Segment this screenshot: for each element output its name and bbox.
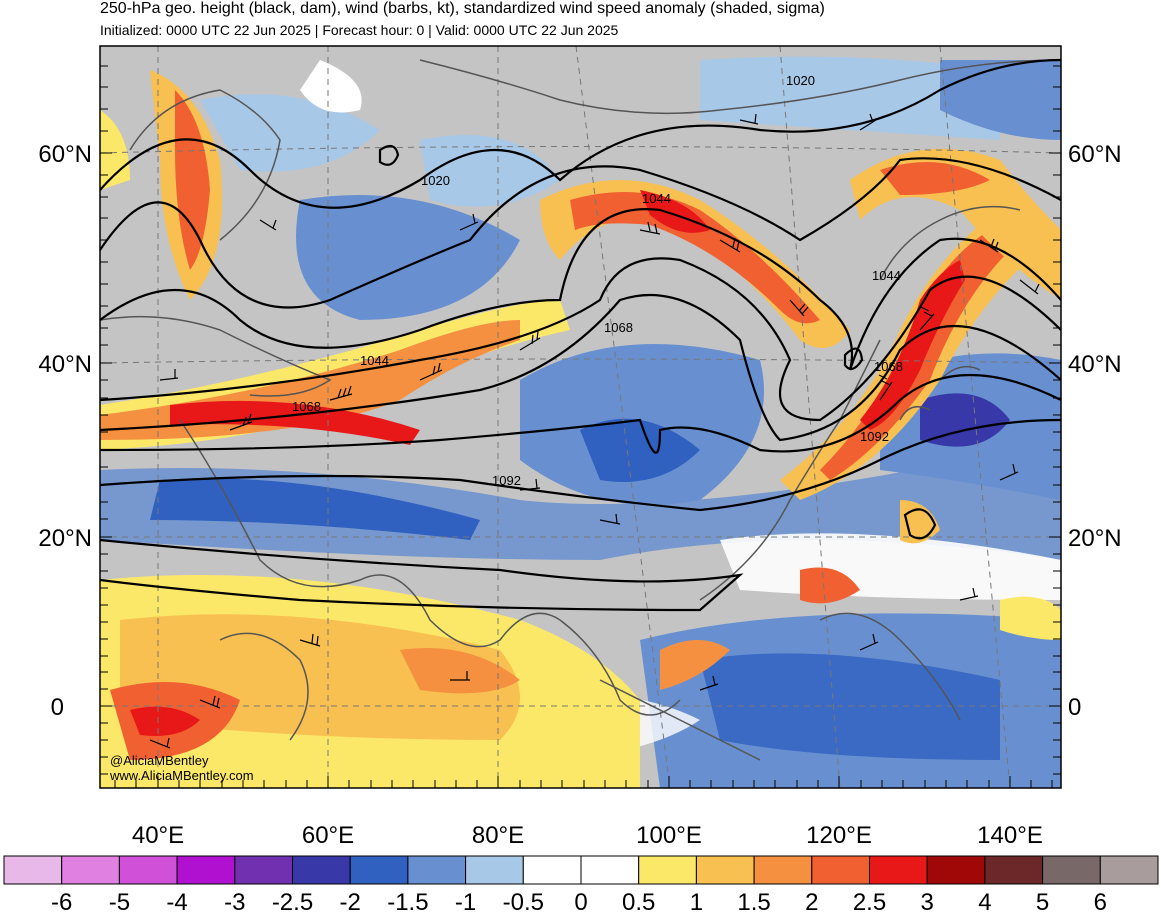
colorbar-tick-label: 2	[805, 889, 818, 913]
colorbar-tick-label: -5	[109, 889, 130, 913]
lon-ticks	[114, 776, 1053, 788]
map-subtitle: Initialized: 0000 UTC 22 Jun 2025 | Fore…	[100, 22, 619, 38]
colorbar-swatch	[1099, 855, 1159, 885]
contour-label: 1092	[492, 473, 521, 488]
lat-labels: 60°N 40°N 20°N 0 60°N 40°N 20°N 0	[38, 141, 1121, 721]
colorbar-swatch	[407, 855, 467, 885]
colorbar-tick-label: 1	[690, 889, 703, 913]
colorbar-swatch	[753, 855, 813, 885]
lon-label: 100°E	[636, 822, 702, 849]
colorbar-tick-label: 0	[574, 889, 587, 913]
colorbar-swatch	[984, 855, 1044, 885]
lon-label: 120°E	[806, 822, 872, 849]
map-title: 250-hPa geo. height (black, dam), wind (…	[100, 0, 825, 17]
contour-label: 1068	[292, 399, 321, 414]
colorbar-swatch	[522, 855, 582, 885]
lat-label-right: 20°N	[1068, 525, 1122, 552]
colorbar-tick-label: 6	[1094, 889, 1107, 913]
lon-label: 140°E	[977, 822, 1043, 849]
contour-label: 1068	[604, 320, 633, 335]
contour-label: 1044	[872, 268, 901, 283]
colorbar-swatch	[234, 855, 294, 885]
negative-anomaly-shading	[100, 56, 1061, 788]
lat-ticks	[100, 65, 1061, 775]
colorbar-tick-label: -1	[455, 889, 476, 913]
contour-label: 1068	[874, 359, 903, 374]
lat-label-right: 0	[1068, 694, 1081, 721]
lat-label-left: 20°N	[38, 525, 92, 552]
colorbar-tick-label: 0.5	[622, 889, 655, 913]
colorbar-swatch	[118, 855, 178, 885]
map-border	[99, 45, 1062, 789]
contour-label: 1020	[786, 73, 815, 88]
colorbar-tick-label: -0.5	[503, 889, 544, 913]
colorbar-swatch	[176, 855, 236, 885]
colorbar-tick-label: -1.5	[387, 889, 428, 913]
colorbar-tick-label: -6	[51, 889, 72, 913]
colorbar-swatch	[1042, 855, 1101, 885]
colorbar-swatch	[695, 855, 755, 885]
colorbar-swatch	[349, 855, 409, 885]
colorbar-tick-label: -4	[166, 889, 187, 913]
graticule	[100, 46, 1061, 788]
contour-label: 1020	[421, 173, 450, 188]
contour-label: 1044	[642, 191, 671, 206]
colorbar-tick-label: 2.5	[853, 889, 886, 913]
credit-url: www.AliciaMBentley.com	[109, 768, 254, 783]
colorbar-swatch	[638, 855, 697, 885]
colorbar-tick-label: 1.5	[737, 889, 770, 913]
colorbar-swatch	[926, 855, 986, 885]
lon-label: 60°E	[302, 822, 354, 849]
wind-barbs	[149, 113, 1040, 749]
lat-label-left: 0	[51, 694, 64, 721]
lat-label-right: 40°N	[1068, 351, 1122, 378]
lon-label: 40°E	[132, 822, 184, 849]
colorbar-tick-label: 5	[1036, 889, 1049, 913]
height-contours	[100, 58, 1061, 612]
credit-handle: @AliciaMBentley	[110, 753, 209, 768]
colorbar-tick-label: 4	[978, 889, 991, 913]
lon-label: 80°E	[472, 822, 524, 849]
colorbar-tick-label: -2.5	[272, 889, 313, 913]
colorbar-swatch	[580, 855, 640, 885]
contour-label: 1092	[860, 429, 889, 444]
contour-label: 1044	[360, 353, 389, 368]
colorbar-tick-label: -3	[224, 889, 245, 913]
colorbar-swatch	[292, 855, 351, 885]
colorbar-swatch	[3, 855, 63, 885]
colorbar	[3, 855, 1159, 885]
colorbar-tick-label: 3	[921, 889, 934, 913]
colorbar-labels: -6 -5 -4 -3 -2.5 -2 -1.5 -1 -0.5 0 0.5 1 1.5 2 2.5 3 4 5 6	[51, 889, 1107, 913]
map-area: 1020 1020 1044 1044 1044 1068 1068 1068 …	[100, 46, 1061, 788]
colorbar-swatch	[465, 855, 524, 885]
contour-label-group: 1020 1020 1044 1044 1044 1068 1068 1068 …	[292, 73, 903, 488]
lon-labels: 40°E 60°E 80°E 100°E 120°E 140°E	[132, 822, 1043, 849]
colorbar-swatch	[869, 855, 928, 885]
colorbar-tick-label: -2	[340, 889, 361, 913]
colorbar-swatch	[61, 855, 120, 885]
lat-label-right: 60°N	[1068, 141, 1122, 168]
colorbar-swatch	[811, 855, 870, 885]
lat-label-left: 60°N	[38, 141, 92, 168]
lat-label-left: 40°N	[38, 351, 92, 378]
